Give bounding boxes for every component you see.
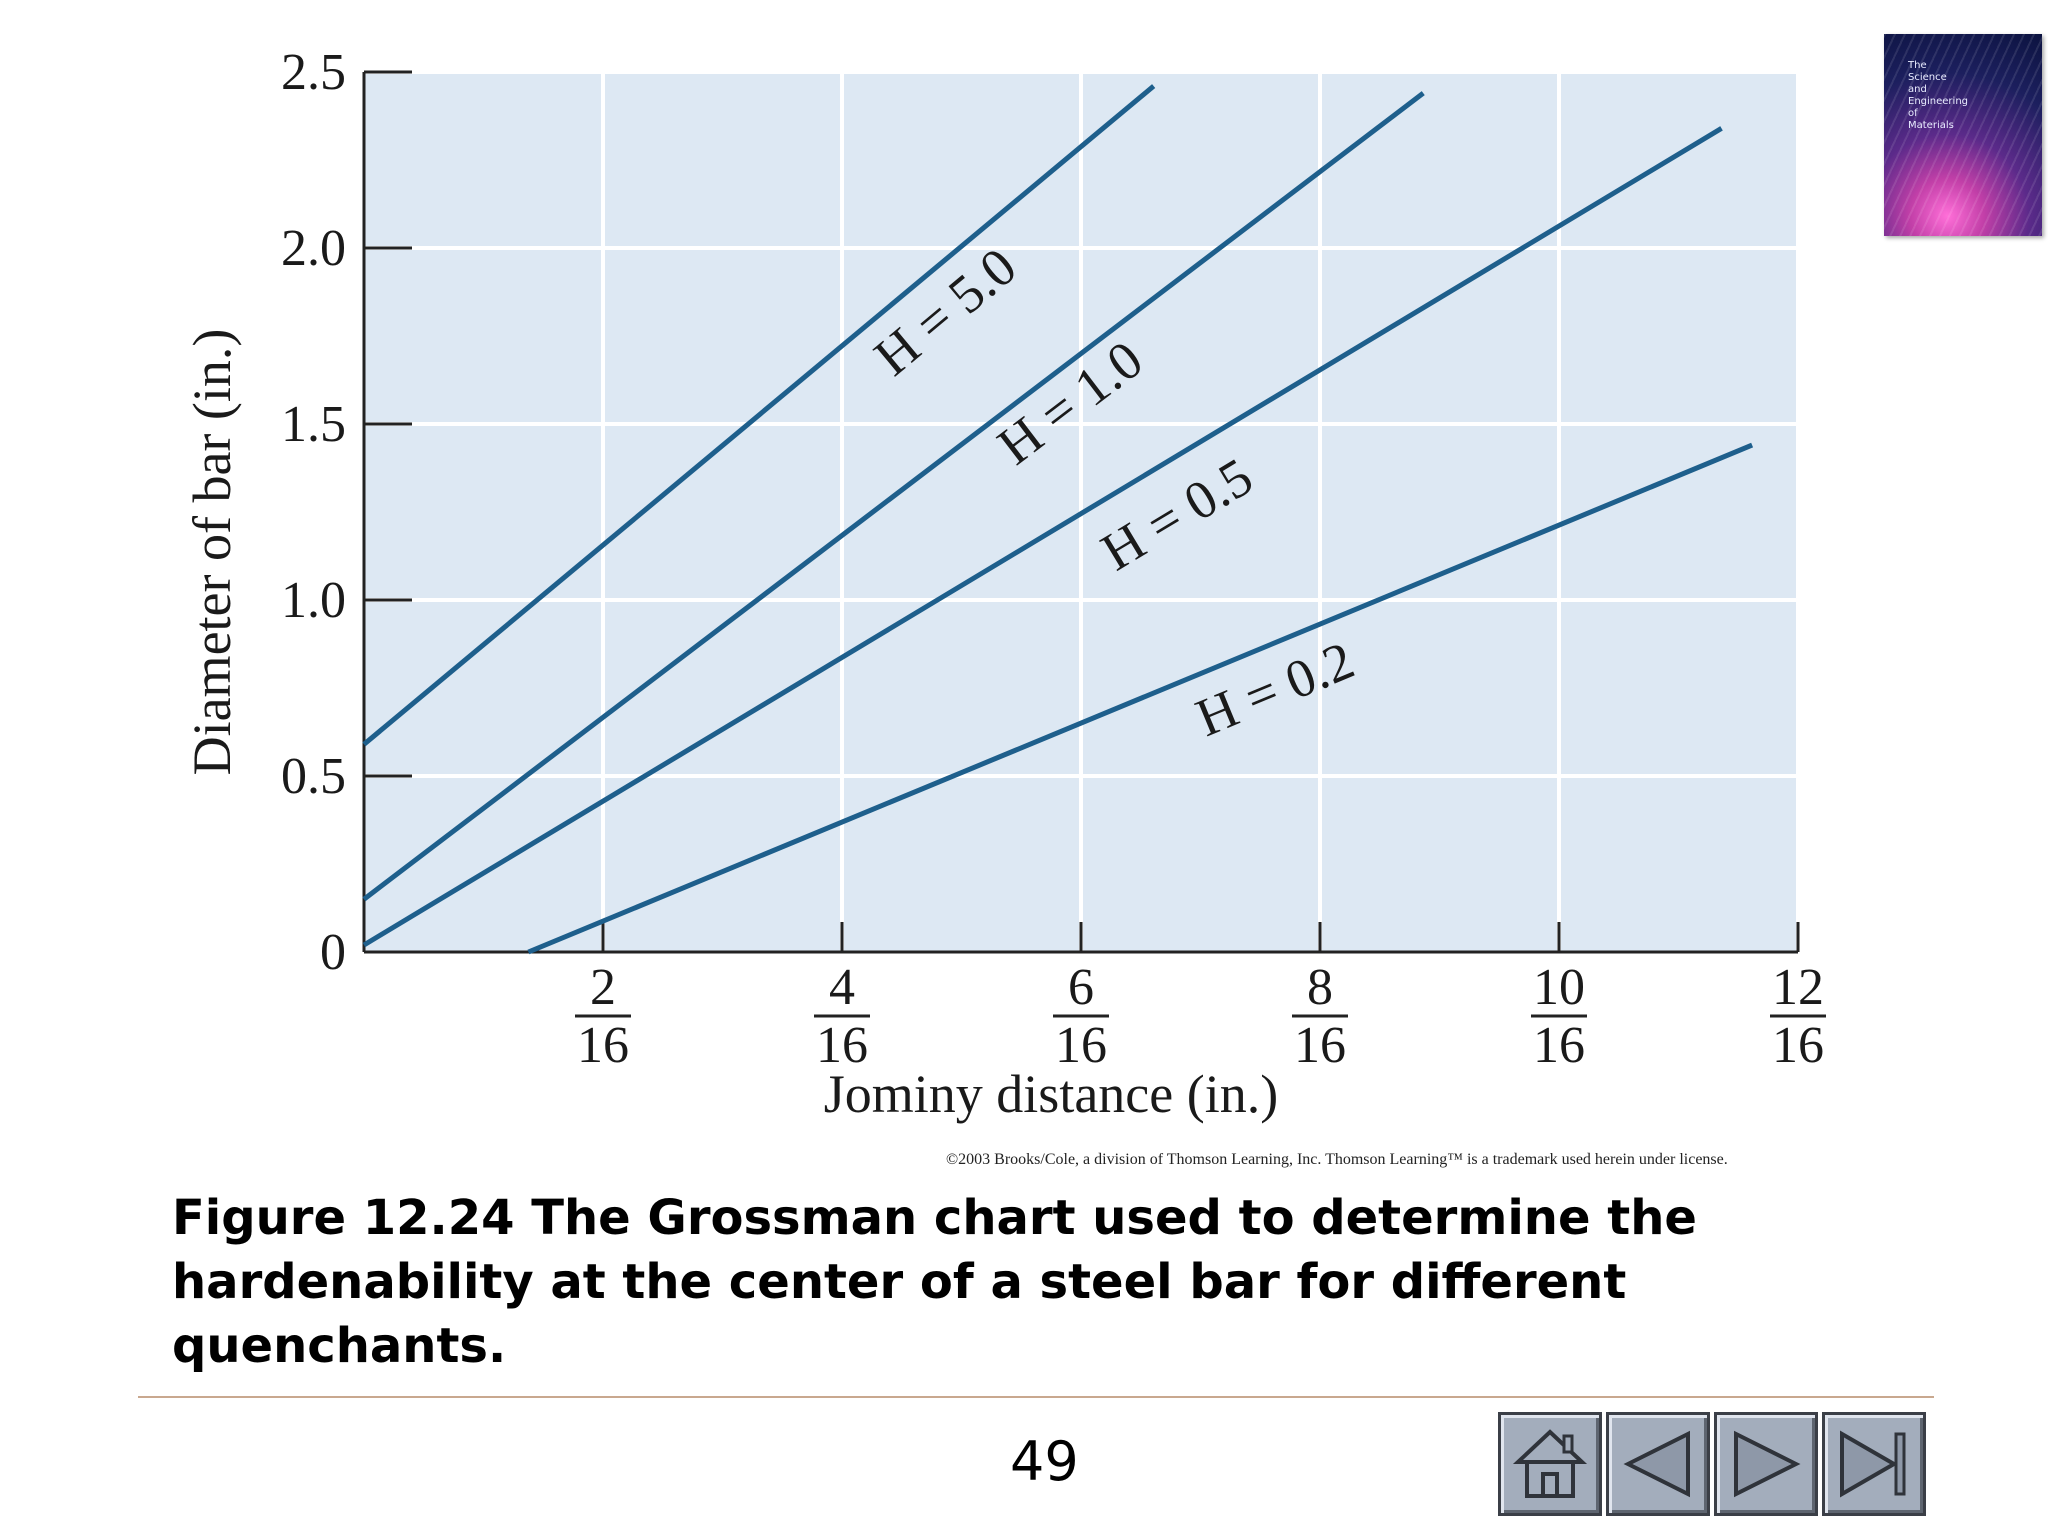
y-tick-label: 2.0	[281, 220, 346, 277]
x-tick-numerator: 8	[1307, 959, 1333, 1016]
figure-caption: Figure 12.24 The Grossman chart used to …	[172, 1190, 1697, 1374]
skip-end-icon	[1840, 1430, 1906, 1498]
y-tick-label: 1.5	[281, 396, 346, 453]
x-tick-denominator: 16	[1294, 1017, 1346, 1074]
x-tick-numerator: 4	[829, 959, 855, 1016]
triangle-left-icon	[1623, 1430, 1690, 1498]
x-tick-numerator: 10	[1533, 959, 1585, 1016]
x-tick-label: 816	[1292, 959, 1348, 1074]
series-lines	[362, 84, 1754, 955]
x-tick-label: 616	[1053, 959, 1109, 1074]
previous-button[interactable]	[1606, 1412, 1710, 1516]
x-tick-label: 416	[814, 959, 870, 1074]
copyright-notice: ©2003 Brooks/Cole, a division of Thomson…	[946, 1151, 1728, 1168]
y-tick-label: 1.0	[281, 572, 346, 629]
x-tick-denominator: 16	[1533, 1017, 1585, 1074]
x-tick-numerator: 12	[1772, 959, 1824, 1016]
home-button[interactable]	[1498, 1412, 1602, 1516]
book-cover-thumbnail: The Science and Engineering of Materials	[1884, 34, 2042, 236]
page-number: 49	[1010, 1430, 1079, 1493]
x-tick-numerator: 2	[590, 959, 616, 1016]
x-tick-denominator: 16	[1055, 1017, 1107, 1074]
triangle-right-icon	[1734, 1430, 1801, 1498]
y-tick-label: 0.5	[281, 748, 346, 805]
last-button[interactable]	[1822, 1412, 1926, 1516]
x-tick-label: 216	[575, 959, 631, 1074]
y-axis-title: Diameter of bar (in.)	[182, 329, 242, 776]
series-line	[527, 442, 1754, 955]
navigation-buttons	[1498, 1412, 1926, 1516]
y-tick-label: 2.5	[281, 44, 346, 101]
book-cover-title: The Science and Engineering of Materials	[1908, 60, 1968, 131]
x-tick-numerator: 6	[1068, 959, 1094, 1016]
home-icon	[1512, 1429, 1588, 1498]
x-axis-title: Jominy distance (in.)	[824, 1064, 1278, 1124]
x-tick-denominator: 16	[816, 1017, 868, 1074]
series-line	[362, 126, 1723, 948]
x-tick-denominator: 16	[577, 1017, 629, 1074]
series-line	[362, 84, 1156, 747]
divider	[138, 1396, 1934, 1398]
x-tick-denominator: 16	[1772, 1017, 1824, 1074]
next-button[interactable]	[1714, 1412, 1818, 1516]
series-line	[362, 91, 1425, 902]
y-tick-label: 0	[320, 924, 346, 981]
